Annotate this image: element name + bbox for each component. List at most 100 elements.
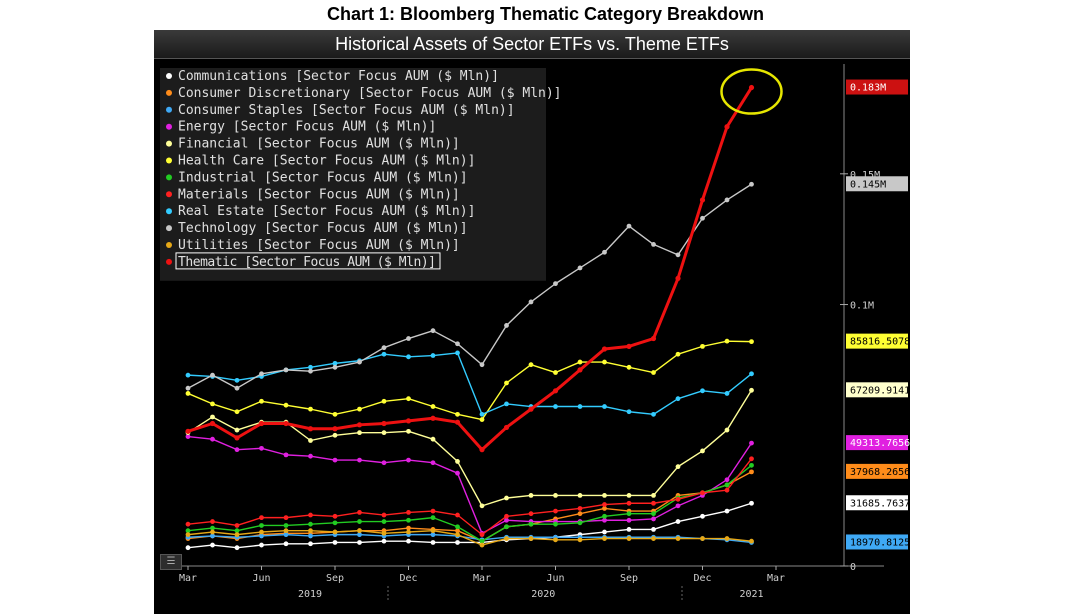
data-point <box>308 453 313 459</box>
data-point <box>553 281 558 287</box>
data-point <box>234 435 240 441</box>
data-point <box>332 360 338 366</box>
data-point <box>504 517 509 523</box>
data-point <box>283 532 289 538</box>
data-point <box>455 540 460 545</box>
data-point <box>749 500 754 506</box>
data-point <box>675 496 681 502</box>
data-point <box>430 436 436 442</box>
data-point <box>283 402 289 408</box>
chart-settings-button[interactable]: ☰ <box>160 554 182 570</box>
data-point <box>749 469 754 475</box>
data-point <box>430 515 436 521</box>
data-point <box>430 415 436 421</box>
series-line <box>187 464 752 542</box>
data-point <box>553 370 558 375</box>
value-label-box <box>846 435 908 451</box>
data-point <box>332 364 338 370</box>
data-point <box>651 370 656 375</box>
line-chart: 0 0.1M 0.15M Mar Jun Sep Dec Mar Jun Sep Dec Mar 201… <box>160 64 910 600</box>
legend-label: Industrial [Sector Focus AUM ($ Mln)] <box>178 170 468 185</box>
value-label-box <box>846 79 908 95</box>
legend-marker <box>166 73 172 79</box>
data-point <box>308 368 313 374</box>
legend-marker <box>166 225 172 232</box>
legend-marker <box>166 106 172 113</box>
data-point <box>259 371 264 377</box>
series-line <box>187 435 753 535</box>
x-tick-label: Mar <box>179 573 197 584</box>
data-point <box>626 500 632 506</box>
data-point <box>675 275 681 281</box>
data-point <box>430 540 436 545</box>
data-point <box>357 540 362 545</box>
data-point <box>356 422 363 428</box>
data-point <box>381 519 387 524</box>
y-tick-label: 0 <box>850 562 856 573</box>
data-point <box>210 529 215 535</box>
data-point <box>406 457 411 463</box>
data-point <box>259 533 264 539</box>
data-point <box>626 511 632 517</box>
data-point <box>504 495 509 501</box>
legend-marker <box>166 157 172 164</box>
data-point <box>455 350 460 356</box>
data-point <box>430 328 436 334</box>
data-point <box>210 401 215 407</box>
data-point <box>602 502 607 507</box>
data-point <box>724 536 730 541</box>
data-point <box>210 372 215 378</box>
data-point <box>749 440 754 446</box>
chart-caption: Chart 1: Bloomberg Thematic Category Bre… <box>326 4 765 24</box>
data-point <box>259 445 264 451</box>
data-point <box>234 377 240 383</box>
series-line <box>187 458 753 536</box>
data-point <box>626 536 632 541</box>
x-tick-label: Sep <box>620 573 638 584</box>
data-point <box>283 367 289 373</box>
x-tick-label: Mar <box>473 573 491 584</box>
value-label-box <box>846 463 908 479</box>
data-point <box>406 396 411 402</box>
data-point <box>675 536 681 541</box>
data-point <box>504 524 509 530</box>
data-point <box>602 249 607 255</box>
value-label: 18970.8125 <box>850 537 910 548</box>
data-point <box>675 519 681 524</box>
data-point <box>283 420 289 427</box>
data-point <box>259 398 264 404</box>
chart-title: Historical Assets of Sector ETFs vs. The… <box>154 30 910 59</box>
highlight-circle <box>720 68 783 115</box>
data-point <box>283 541 289 547</box>
data-point <box>651 500 656 506</box>
data-point <box>210 533 215 539</box>
data-point <box>749 371 754 377</box>
data-point <box>700 490 705 496</box>
value-label-box <box>846 333 908 349</box>
x-tick-label: Dec <box>399 573 417 584</box>
data-point <box>259 523 264 528</box>
legend-label: Financial [Sector Focus AUM ($ Mln)] <box>178 137 460 152</box>
legend-box <box>160 68 546 281</box>
legend-marker <box>166 258 172 265</box>
value-label: 0.145M <box>850 179 886 190</box>
data-point <box>577 359 583 365</box>
data-point <box>185 428 191 434</box>
legend-marker <box>166 208 172 215</box>
x-tick-label: Sep <box>326 573 344 584</box>
data-point <box>749 538 754 544</box>
data-point <box>577 404 583 409</box>
legend-label: Technology [Sector Focus AUM ($ Mln)] <box>178 221 468 236</box>
data-point <box>699 197 706 203</box>
data-point <box>406 336 411 341</box>
data-point <box>675 252 681 258</box>
data-point <box>405 418 412 424</box>
data-point <box>552 388 559 394</box>
data-point <box>749 462 754 468</box>
data-point <box>357 457 362 463</box>
data-point <box>504 536 509 541</box>
data-point <box>308 406 313 412</box>
data-point <box>724 338 730 344</box>
data-point <box>479 503 485 509</box>
legend-marker <box>166 140 172 147</box>
